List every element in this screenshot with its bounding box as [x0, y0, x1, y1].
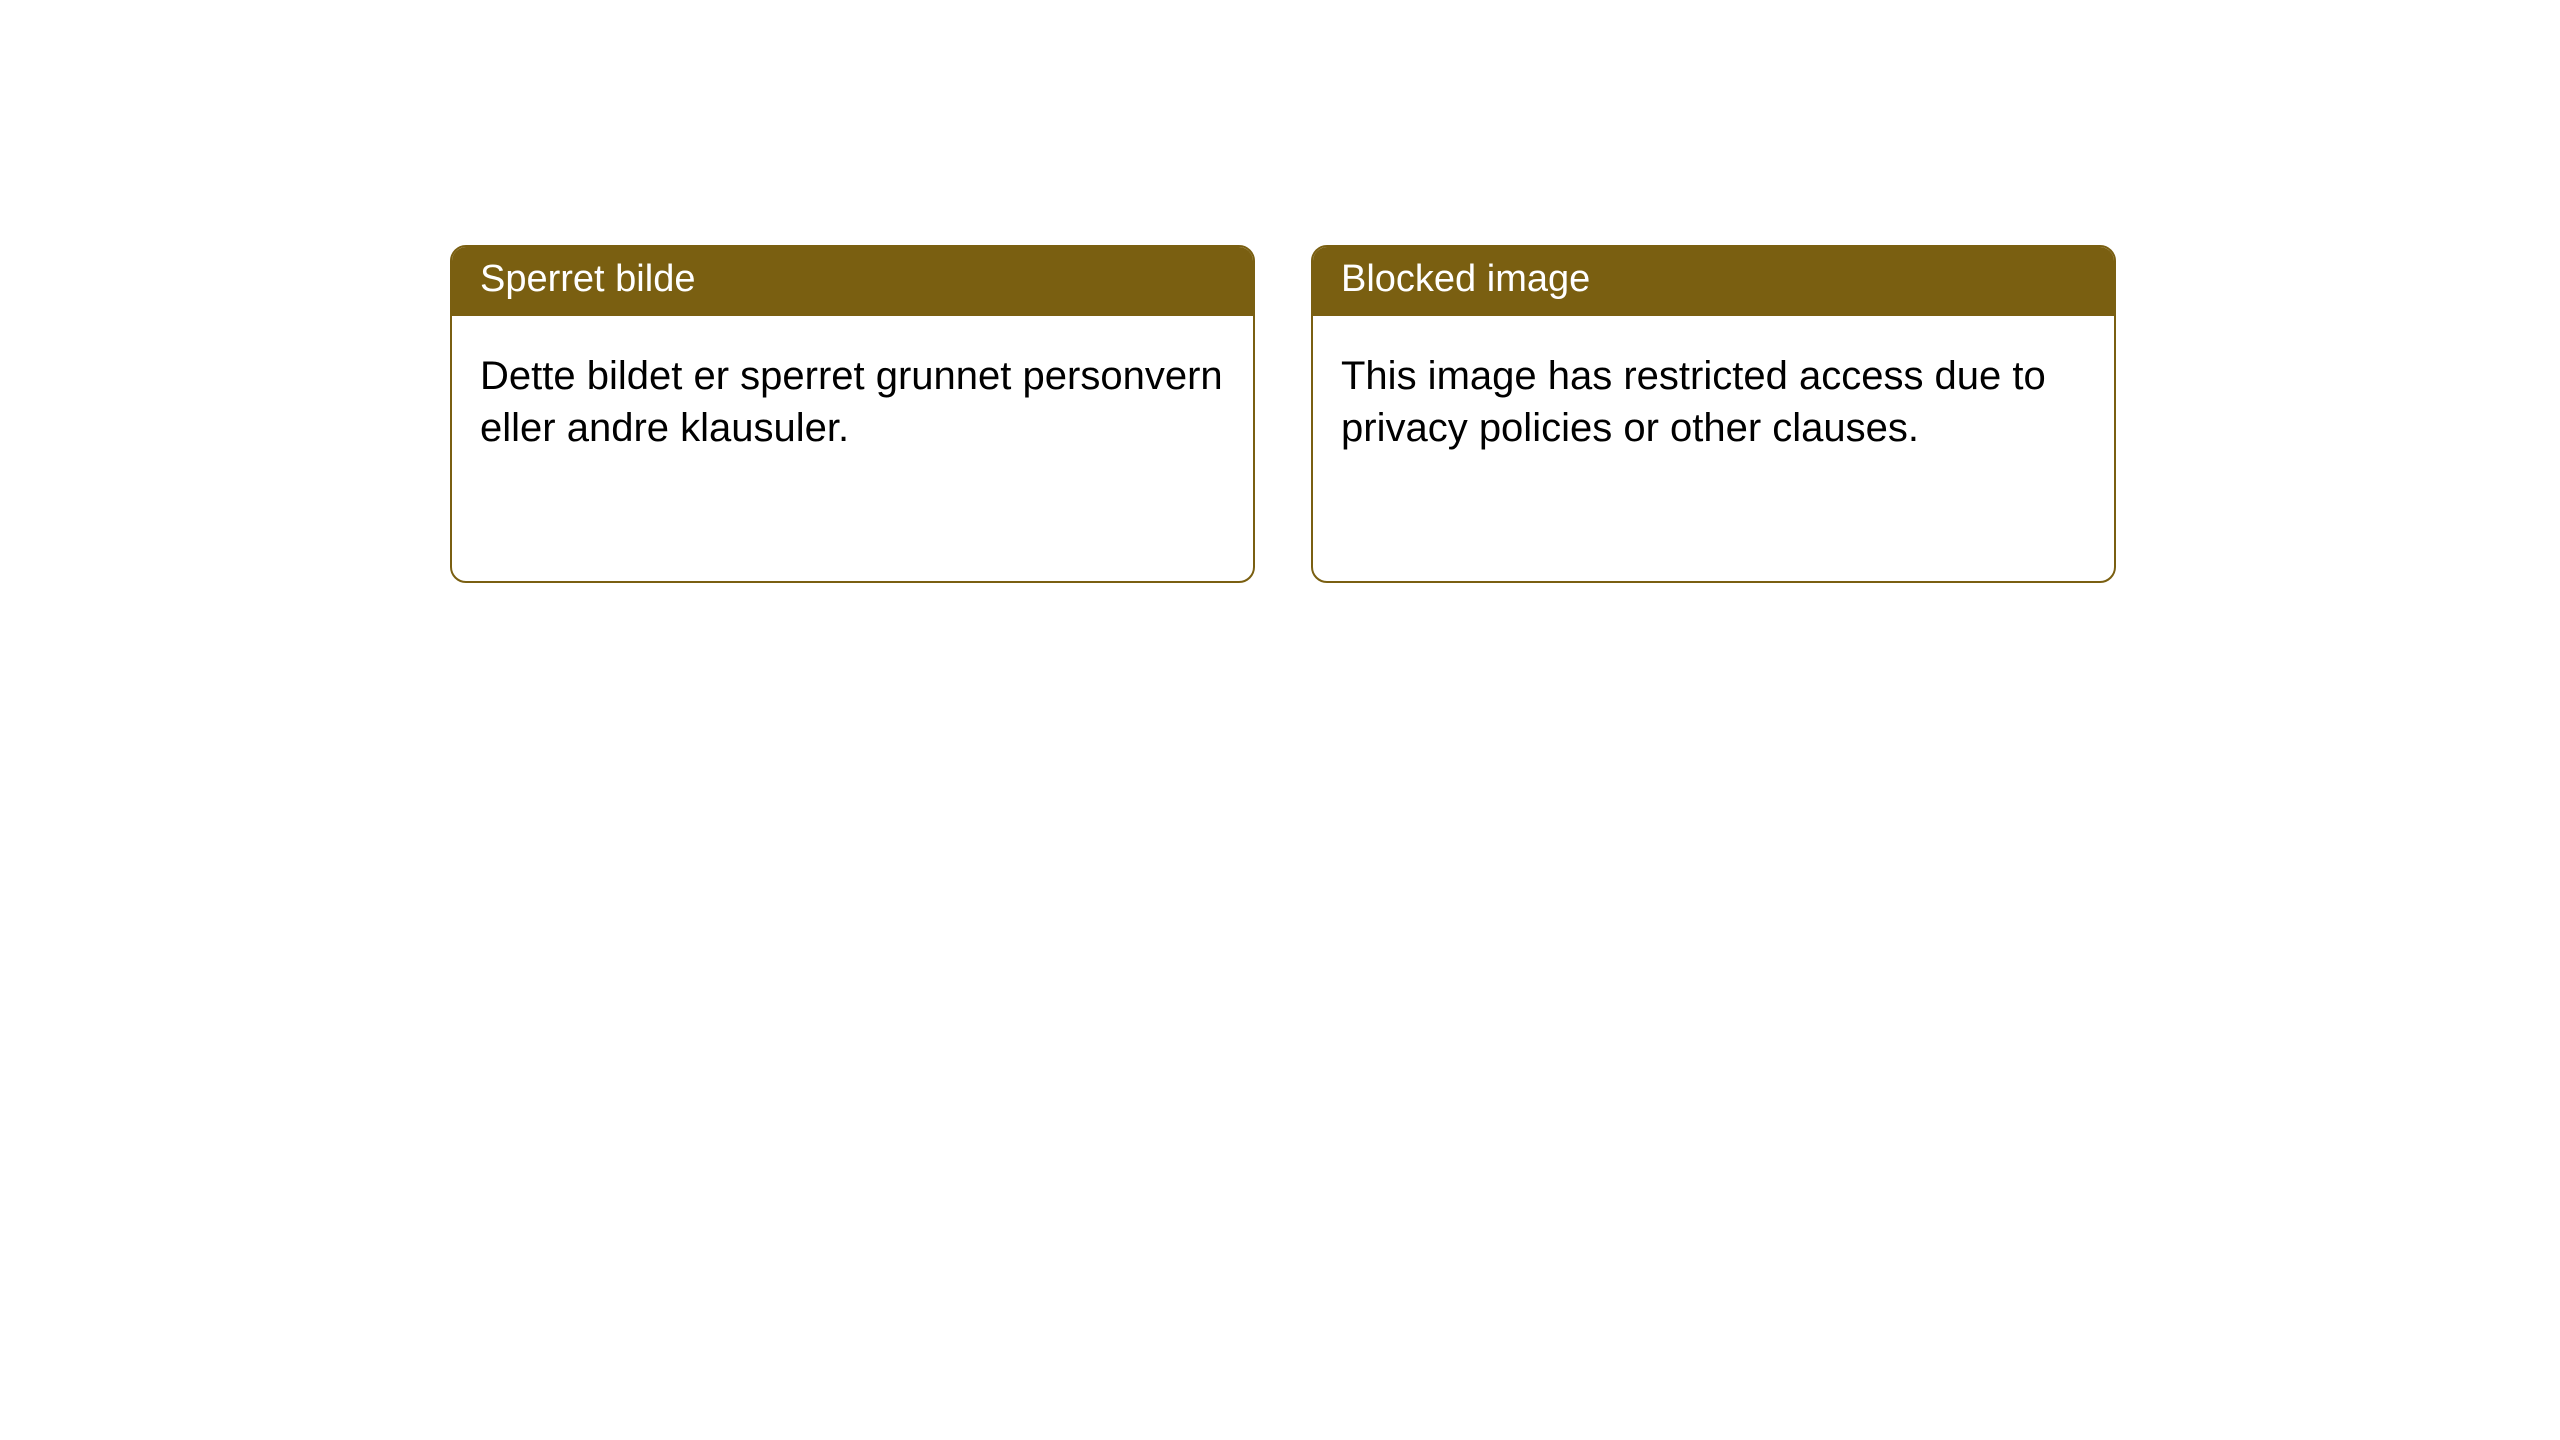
notice-title: Sperret bilde: [452, 247, 1253, 316]
notice-body: Dette bildet er sperret grunnet personve…: [452, 316, 1253, 482]
notice-container: Sperret bilde Dette bildet er sperret gr…: [0, 0, 2560, 583]
notice-body: This image has restricted access due to …: [1313, 316, 2114, 482]
notice-title: Blocked image: [1313, 247, 2114, 316]
notice-box-english: Blocked image This image has restricted …: [1311, 245, 2116, 583]
notice-box-norwegian: Sperret bilde Dette bildet er sperret gr…: [450, 245, 1255, 583]
